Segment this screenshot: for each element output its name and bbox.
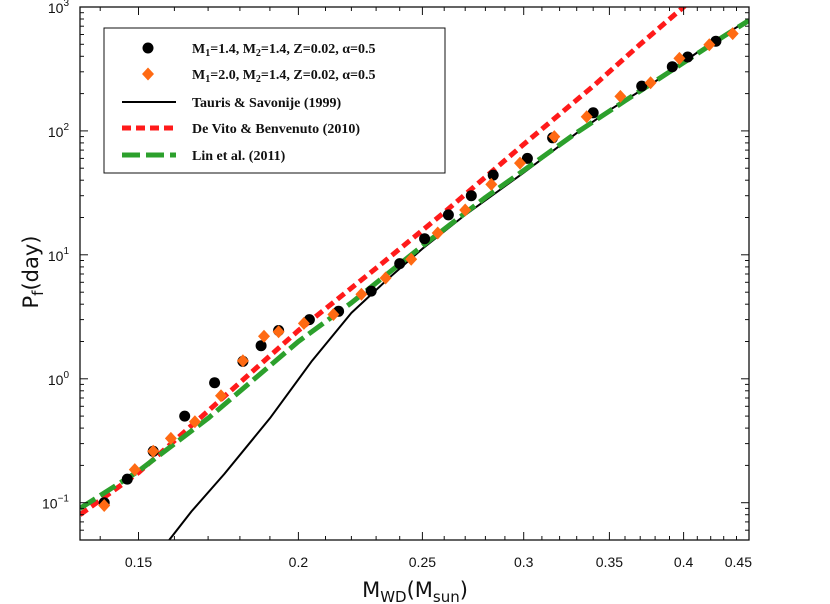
series-2-point-18 [514,156,526,170]
series-line-4 [80,7,688,517]
series-1-point-15 [465,190,477,202]
axis-ticks: 0.15 0.2 0.25 0.3 0.35 0.4 0.45 10−1 100 101 102 10… [42,0,752,570]
series-2-point-1 [98,499,111,512]
series-1-point-5 [209,377,221,389]
series-1-point-17 [521,152,533,164]
series-1-point-13 [419,233,431,245]
series-2-point-3 [147,444,160,458]
series-2-point-17 [485,177,498,191]
legend-label-series-1: M1=1.4, M2=1.4, Z=0.02, α=0.5 [192,42,376,59]
x-tick-label: 0.35 [596,554,623,570]
x-tick-label: 0.4 [674,554,694,570]
series-2-point-10 [297,316,310,330]
series-2-point-6 [215,389,227,403]
series-2-point-19 [548,130,561,144]
series-2-point-15 [431,226,444,240]
legend-label-series-4: De Vito & Benvenuto (2010) [192,122,360,137]
series-1-point-22 [682,51,694,63]
series-2-point-16 [459,203,472,217]
series-2-point-22 [644,76,657,90]
series-1-point-4 [179,410,191,422]
series-2-point-21 [614,89,627,103]
x-tick-label: 0.2 [289,554,309,570]
legend: M1=1.4, M2=1.4, Z=0.02, α=0.5 M1=2.0, M2… [103,27,446,174]
legend-label-series-2: M1=2.0, M2=1.4, Z=0.02, α=0.5 [192,68,376,85]
y-tick-label: 101 [48,246,70,264]
series-1-point-7 [255,340,267,352]
series-2-point-23 [673,51,686,65]
x-tick-label: 0.3 [514,554,534,570]
series-2-point-24 [703,38,716,52]
series-1-point-21 [666,61,678,73]
series-2-point-11 [327,308,340,321]
x-axis-label: MWD(Msun) [362,578,468,604]
series-1-point-2 [121,473,133,485]
series-2-point-5 [188,415,201,429]
y-tick-label: 102 [48,122,70,140]
series-2-point-25 [726,27,739,41]
data-layer [80,7,749,540]
y-axis-label: Pf(day) [19,236,47,309]
legend-marker-series-1 [142,42,154,54]
legend-box [103,27,446,174]
series-2-point-13 [379,271,392,285]
legend-label-series-5: Lin et al. (2011) [192,149,286,164]
series-1-point-11 [365,285,377,297]
series-2-point-20 [580,110,593,124]
x-tick-label: 0.15 [125,554,152,570]
series-1-point-14 [442,209,454,221]
x-tick-label: 0.45 [725,554,752,570]
legend-label-series-3: Tauris & Savonije (1999) [192,96,342,111]
legend-marker-series-2 [142,67,154,81]
y-tick-label: 103 [48,0,70,16]
series-1-point-16 [487,169,499,181]
x-tick-label: 0.25 [409,554,436,570]
series-2-point-8 [258,329,270,343]
series-2-point-7 [236,354,249,368]
series-2-point-4 [164,431,177,445]
series-2-point-14 [405,252,418,266]
y-tick-label: 10−1 [42,494,69,512]
series-2-point-2 [128,463,141,477]
y-tick-label: 100 [48,370,70,388]
series-2-point-9 [272,325,285,339]
series-2-point-12 [355,287,368,301]
series-line-5 [80,18,749,511]
series-1-point-20 [636,80,648,92]
series-1-point-12 [394,258,406,270]
